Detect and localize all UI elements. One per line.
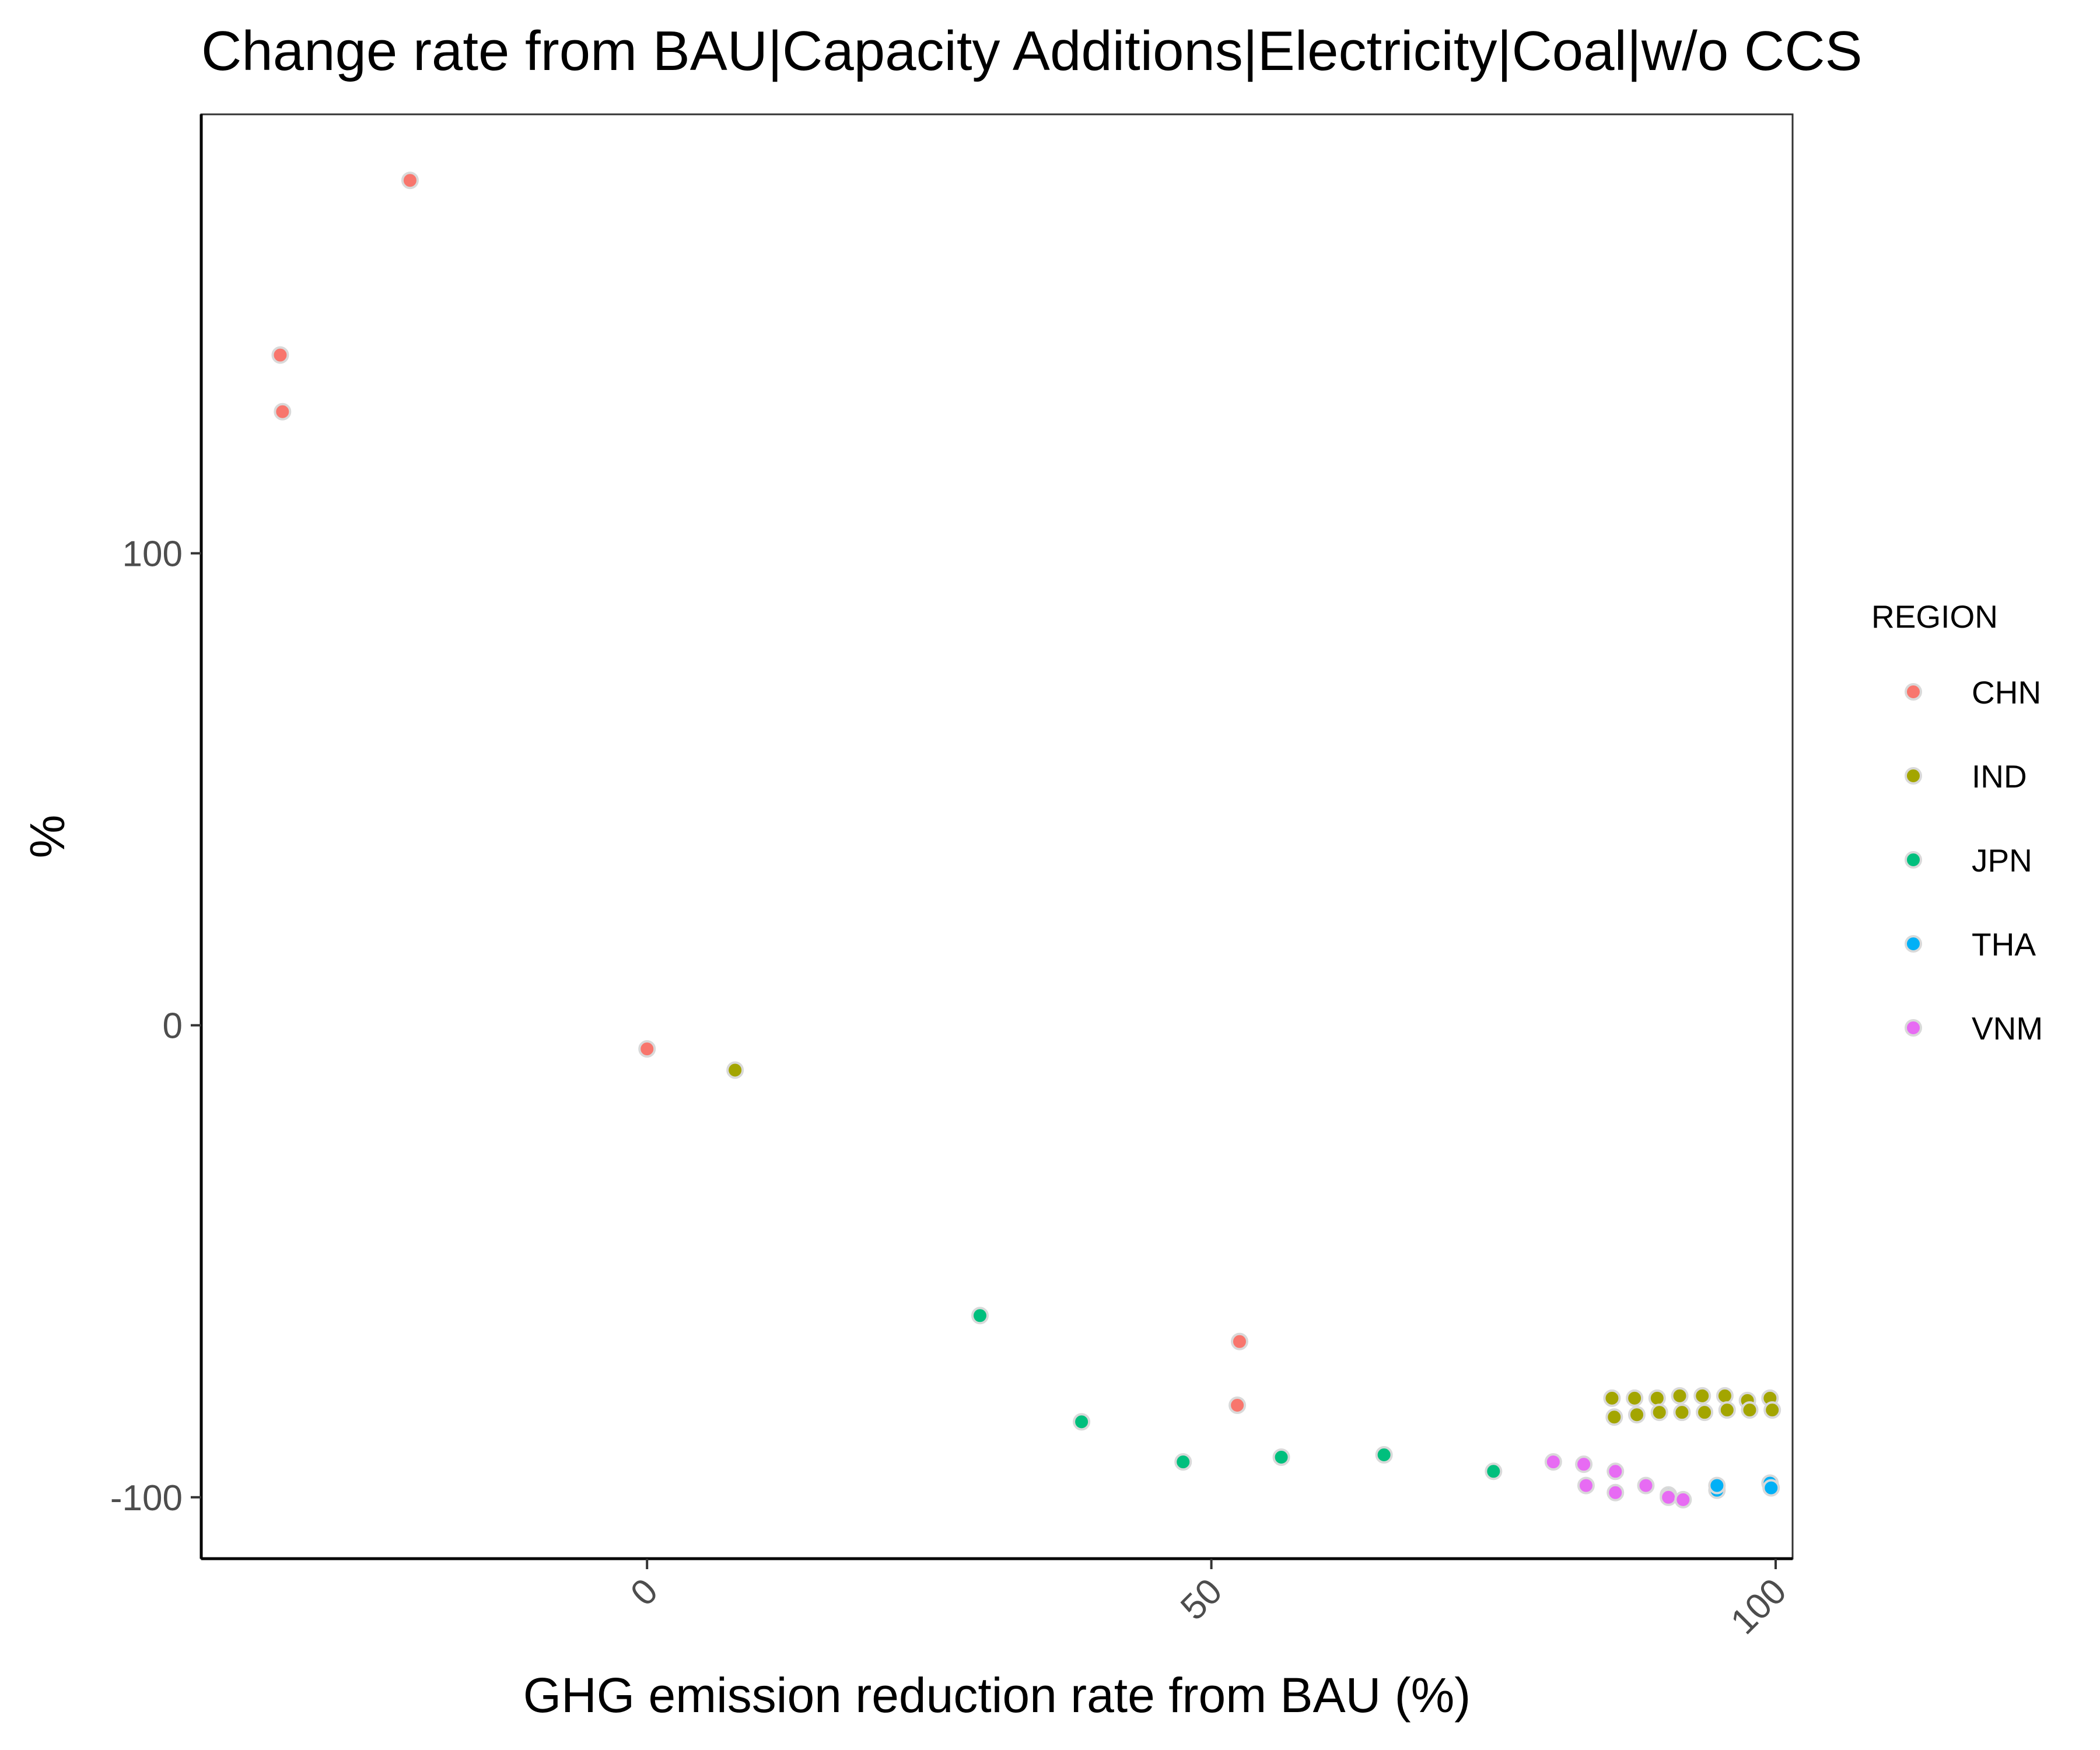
legend-label-tha: THA	[1972, 926, 2036, 963]
data-point-ind	[1718, 1401, 1736, 1419]
legend-title: REGION	[1871, 598, 1998, 635]
data-point-ind	[1603, 1389, 1621, 1407]
data-point-ind	[1696, 1404, 1714, 1422]
legend-label-chn: CHN	[1972, 674, 2041, 710]
data-point-ind	[1628, 1406, 1646, 1424]
data-point-tha	[1708, 1476, 1726, 1494]
data-point-chn	[271, 346, 289, 364]
data-point-ind	[1716, 1387, 1734, 1405]
data-point-ind	[1650, 1404, 1668, 1422]
data-point-jpn	[1375, 1446, 1393, 1464]
data-point-ind	[1626, 1389, 1644, 1407]
data-point-vnm	[1637, 1476, 1655, 1494]
data-point-chn	[274, 402, 292, 421]
data-point-tha	[1762, 1479, 1780, 1497]
data-point-jpn	[1485, 1462, 1503, 1480]
legend-key-tha	[1905, 935, 1922, 953]
data-point-ind	[1673, 1404, 1691, 1422]
data-point-chn	[401, 172, 419, 190]
legend-label-vnm: VNM	[1972, 1010, 2043, 1046]
data-point-ind	[1648, 1389, 1666, 1407]
data-point-jpn	[1174, 1453, 1192, 1471]
legend-key-jpn	[1905, 851, 1922, 869]
data-point-ind	[1671, 1387, 1689, 1405]
chart-title: Change rate from BAU|Capacity Additions|…	[201, 20, 1863, 82]
data-point-ind	[1693, 1387, 1712, 1405]
data-point-chn	[1228, 1396, 1247, 1415]
data-points	[271, 172, 1782, 1508]
y-tick-label: 100	[123, 534, 183, 575]
y-tick-label: -100	[110, 1478, 183, 1518]
data-point-vnm	[1544, 1453, 1562, 1471]
x-axis-title: GHG emission reduction rate from BAU (%)	[523, 1668, 1471, 1723]
data-point-chn	[1230, 1332, 1248, 1350]
y-tick-label: 0	[163, 1006, 183, 1046]
legend-key-ind	[1905, 767, 1922, 785]
data-point-chn	[638, 1040, 656, 1058]
plot-panel	[200, 113, 1794, 1560]
legend-key-chn	[1905, 683, 1922, 701]
data-point-ind	[1741, 1401, 1759, 1419]
data-point-vnm	[1660, 1488, 1678, 1506]
y-axis: -100 0 100	[110, 114, 203, 1559]
data-point-vnm	[1575, 1455, 1593, 1474]
legend-key-vnm	[1905, 1019, 1922, 1037]
data-point-jpn	[971, 1307, 989, 1325]
data-point-vnm	[1606, 1483, 1625, 1502]
data-point-ind	[726, 1061, 744, 1079]
legend-label-jpn: JPN	[1972, 842, 2032, 878]
data-point-vnm	[1577, 1476, 1595, 1494]
data-point-ind	[1763, 1401, 1782, 1419]
data-point-vnm	[1606, 1462, 1625, 1480]
legend-label-ind: IND	[1972, 758, 2027, 794]
y-axis-title: %	[20, 815, 75, 859]
legend: REGION CHN IND JPN THA VNM	[1871, 598, 2043, 1046]
data-point-vnm	[1674, 1490, 1692, 1508]
data-point-ind	[1605, 1408, 1623, 1426]
data-point-jpn	[1073, 1413, 1091, 1431]
data-point-jpn	[1272, 1448, 1290, 1466]
